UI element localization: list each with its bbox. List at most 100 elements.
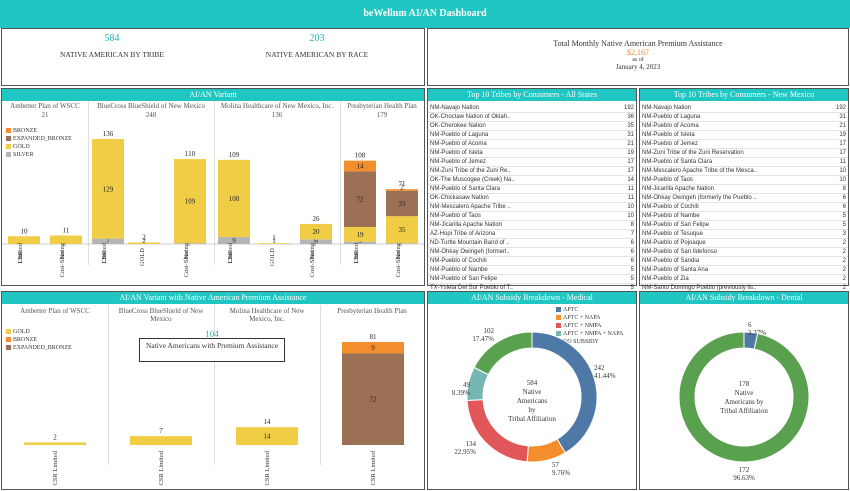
variant-bar-gold[interactable] (128, 242, 160, 244)
tribe-all-count: 35 (627, 123, 634, 129)
tribe-all-name: TX-Ysleta Del Sur Pueblo of T.. (430, 285, 513, 291)
variant-segment-label: 2 (142, 237, 146, 245)
variant-total-label: 110 (185, 150, 196, 158)
tribe-all-count: 10 (627, 213, 634, 219)
tribe-all-name: NM-Pueblo of Laguna (430, 132, 489, 138)
donut-slice-aptc-napa[interactable] (526, 438, 566, 463)
variant-bar-gold[interactable] (300, 223, 332, 240)
variant-bar-gold[interactable] (386, 216, 418, 244)
tribe-all-row: OK-Chickasaw Nation 11 (428, 194, 636, 203)
tribe-all-row: NM-Pueblo of Jemez 17 (428, 158, 636, 167)
variant-bar-gold[interactable] (8, 236, 40, 244)
variant-bar-gold[interactable] (258, 243, 290, 244)
variant-segment-label: 100 (229, 195, 240, 203)
donut-slice-no-subsidy[interactable] (678, 331, 810, 463)
tribe-nm-name: NM-Navajo Nation (642, 105, 692, 111)
variant-bar-bronze[interactable] (344, 160, 376, 172)
vp-bar-gold[interactable] (236, 427, 298, 445)
variant-bar-gold[interactable] (218, 159, 250, 238)
tribe-all-row: NM-Pueblo of Taos 10 (428, 212, 636, 221)
variant-bar-silver[interactable] (174, 243, 206, 244)
donut-value-label: 134 (466, 440, 477, 448)
dental-center-count: 178 (738, 380, 750, 388)
variant-category-label: NoCost-Sharing (59, 242, 66, 277)
medical-header: AI/AN Subsidy Breakdown - Medical (428, 292, 636, 304)
variant-bar-gold[interactable] (50, 235, 82, 244)
vp-bar-gold[interactable] (130, 436, 192, 445)
vp-bar-gold[interactable] (24, 442, 86, 445)
variant-bar-gold[interactable] (344, 227, 376, 242)
tribe-nm-row: NM-Pueblo of Zia 2 (640, 275, 848, 284)
variant-bar-silver[interactable] (344, 241, 376, 244)
variant-bar-silver[interactable] (300, 239, 332, 244)
tribe-nm-name: NM-Pueblo of Jemez (642, 141, 699, 147)
tribe-all-row: OK-Choctaw Nation of Oklah.. 36 (428, 113, 636, 122)
donut-value-label: 102 (484, 327, 495, 335)
tribe-all-name: OK-Choctaw Nation of Oklah.. (430, 114, 511, 120)
vp-total-label: 7 (159, 427, 163, 435)
tribes-all-header: Top 10 Tribes by Consumers - All States (428, 89, 636, 101)
tribe-all-count: 6 (630, 249, 634, 255)
vp-bar-expanded-bronze[interactable] (342, 353, 404, 445)
donut-slice-no-subsidy[interactable] (473, 331, 533, 376)
variant-bar-silver[interactable] (218, 237, 250, 244)
legend-silver: SILVER (6, 151, 72, 159)
tribe-all-row: NM-Jicarilla Apache Nation 8 (428, 221, 636, 230)
vp-segment-label: 14 (264, 433, 272, 441)
dental-center-line1: Native (734, 389, 754, 397)
tribe-all-row: NM-Zuni Tribe of the Zuni Re.. 17 (428, 167, 636, 176)
variant-total-label: 1 (272, 234, 276, 242)
variant-bar-silver[interactable] (92, 238, 124, 244)
dashboard-title: beWellnm AI/AN Dashboard (363, 8, 487, 19)
vp-carrier-name: Ambetter Plan of WSCC (20, 307, 90, 315)
tribe-all-row: AZ-Hopi Tribe of Arizona 7 (428, 230, 636, 239)
vp-carrier-headers: Ambetter Plan of WSCC BlueCross BlueShiel… (2, 305, 424, 465)
variant-segment-label: 14 (357, 163, 365, 171)
tribe-nm-row: NM-Pueblo of Cochiti 6 (640, 203, 848, 212)
tribe-nm-row: NM-Navajo Nation 192 (640, 104, 848, 113)
variant-bar-expanded-bronze[interactable] (344, 171, 376, 228)
variant-total-label: 10 (21, 227, 29, 235)
tribe-nm-count: 6 (842, 204, 846, 210)
kpi-panel: 584 NATIVE AMERICAN BY TRIBE 203 NATIVE … (1, 28, 425, 86)
tribe-nm-name: NM-Pueblo of Santa Ana (642, 267, 709, 273)
tribe-nm-row: NM-Ohkay Owingeh (formerly the Pueblo ..… (640, 194, 848, 203)
variant-bar-gold[interactable] (92, 139, 124, 239)
tribe-nm-row: NM-Pueblo of Nambe 5 (640, 212, 848, 221)
tribe-nm-count: 2 (842, 276, 846, 282)
legend-gold: GOLD (6, 143, 72, 151)
vp-divider (214, 305, 215, 465)
tribe-nm-count: 5 (842, 213, 846, 219)
vp-category-label: CSR Limited (370, 450, 377, 485)
tribe-nm-name: NM-Pueblo of San Felipe (642, 222, 710, 228)
tribe-all-count: 192 (623, 105, 634, 111)
tribe-nm-name: NM-Pueblo of Isleta (642, 132, 695, 138)
tribes-nm-list: NM-Navajo Nation 192 NM-Pueblo of Laguna 31… (640, 104, 848, 302)
vp-category-label: CSR Limited (158, 450, 165, 485)
tribe-nm-count: 6 (842, 195, 846, 201)
variant-total-label: 11 (63, 227, 70, 235)
tribe-nm-name: NM-Zuni Tribe of the Zuni Reservation (642, 150, 744, 156)
tribes-nm-header: Top 10 Tribes by Consumers - New Mexico (640, 89, 848, 101)
variant-bar-silver[interactable] (386, 243, 418, 244)
vp-segment-label: 72 (370, 396, 378, 404)
kpi-tribe-label: NATIVE AMERICAN BY TRIBE (60, 50, 164, 59)
variant-bar-bronze[interactable] (386, 189, 418, 191)
tribe-nm-count: 192 (835, 105, 846, 111)
premium-as-of: as of (632, 57, 644, 63)
carrier-divider (88, 101, 89, 265)
tribe-nm-count: 19 (839, 132, 846, 138)
variant-bar-expanded-bronze[interactable] (386, 190, 418, 217)
tribes-nm-panel: Top 10 Tribes by Consumers - New Mexico … (639, 88, 849, 302)
medical-panel: AI/AN Subsidy Breakdown - Medical APTC A… (427, 291, 637, 490)
variant-segment-label: 19 (357, 231, 365, 239)
vp-bar-bronze[interactable] (342, 342, 404, 354)
tribe-nm-name: NM-Pueblo of Acoma (642, 123, 699, 129)
tribe-all-row: NM-Pueblo of Nambe 5 (428, 266, 636, 275)
variant-bar-gold[interactable] (174, 159, 206, 244)
tribe-all-row: OK-The Muscogee (Creek) Na.. 14 (428, 176, 636, 185)
tribe-nm-name: NM-Jicarilla Apache Nation (642, 186, 715, 192)
tribe-nm-name: NM-Pueblo of Taos (642, 177, 693, 183)
tribe-nm-row: NM-Pueblo of San Felipe 5 (640, 221, 848, 230)
